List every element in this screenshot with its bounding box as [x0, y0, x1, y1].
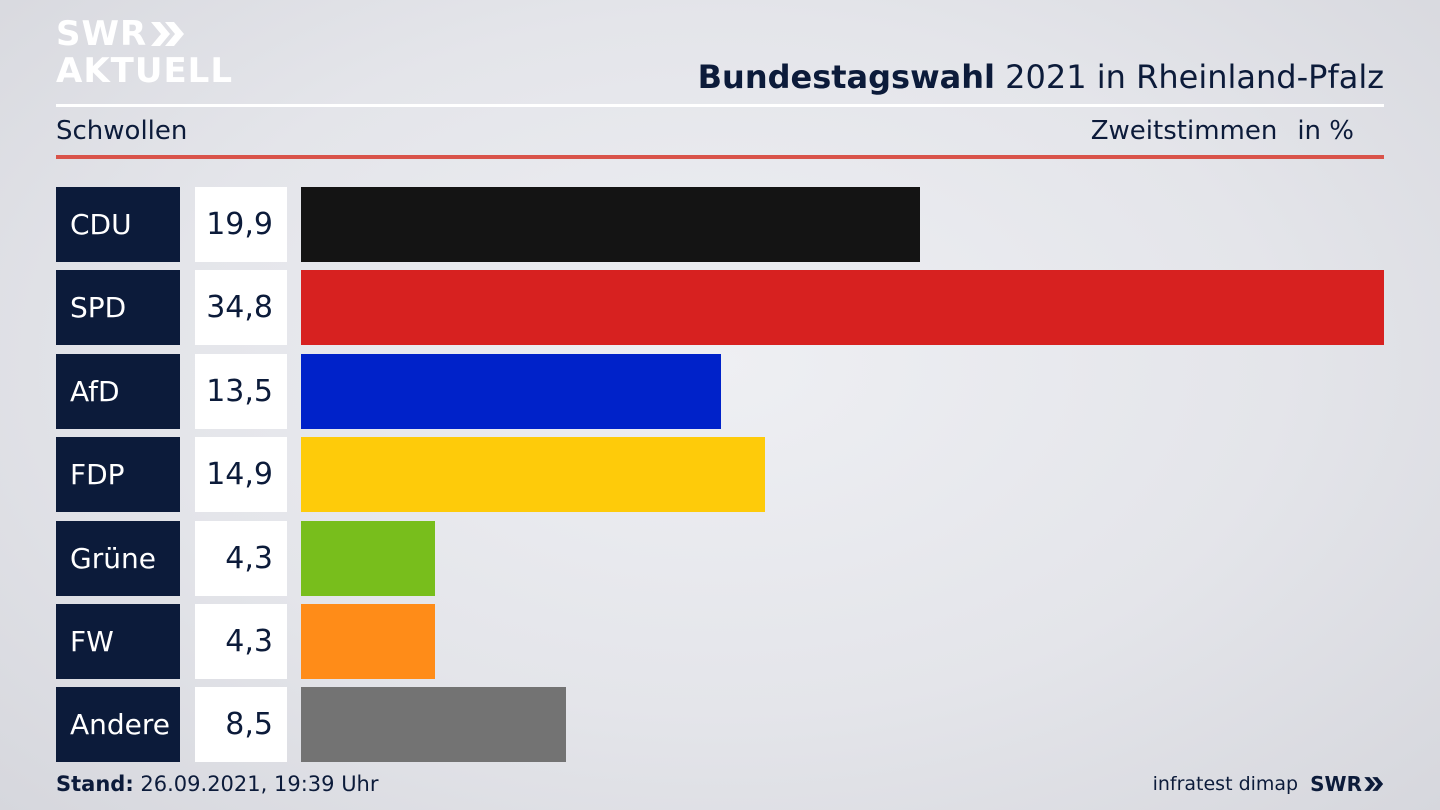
party-label: FDP — [56, 437, 180, 513]
bar — [301, 270, 1384, 346]
title-rest: 2021 in Rheinland-Pfalz — [1005, 58, 1384, 96]
unit-label: in % — [1297, 116, 1354, 146]
measure-label-group: Zweitstimmen in % — [1091, 116, 1354, 146]
value-label: 4,3 — [195, 604, 287, 679]
logo-line-2: AKTUELL — [56, 51, 234, 91]
measure-label: Zweitstimmen — [1090, 116, 1278, 146]
bar — [301, 520, 435, 596]
bar-row: Andere 8,5 — [56, 687, 1384, 763]
small-double-chevron-icon — [1364, 777, 1384, 791]
header-divider — [56, 104, 1384, 107]
party-label: Grüne — [56, 520, 180, 596]
value-label: 14,9 — [195, 437, 287, 513]
bar — [301, 353, 721, 429]
bar — [301, 437, 765, 513]
swr-aktuell-logo: SWR AKTUELL — [56, 16, 233, 88]
bar-row: FDP 14,9 — [56, 437, 1384, 513]
timestamp: Stand: 26.09.2021, 19:39 Uhr — [56, 772, 379, 796]
value-label: 19,9 — [195, 187, 287, 262]
brand-label: SWR — [1310, 772, 1362, 796]
party-label: SPD — [56, 270, 180, 346]
bar — [301, 604, 435, 679]
title-bold: Bundestagswahl — [697, 58, 995, 96]
bar — [301, 187, 920, 262]
stand-value: 26.09.2021, 19:39 Uhr — [140, 772, 379, 796]
party-label: Andere — [56, 687, 180, 763]
source-credit: infratest dimap SWR — [1153, 772, 1384, 796]
bar-row: CDU 19,9 — [56, 187, 1384, 262]
double-chevron-icon — [151, 20, 185, 48]
source-label: infratest dimap — [1152, 773, 1299, 795]
value-label: 4,3 — [195, 520, 287, 596]
bar-row: Grüne 4,3 — [56, 520, 1384, 596]
accent-divider — [56, 155, 1384, 159]
bar — [301, 687, 566, 763]
swr-small-logo: SWR — [1310, 772, 1384, 796]
bar-row: SPD 34,8 — [56, 270, 1384, 346]
party-label: AfD — [56, 353, 180, 429]
party-label: CDU — [56, 187, 180, 262]
value-label: 8,5 — [195, 687, 287, 763]
party-label: FW — [56, 604, 180, 679]
region-label: Schwollen — [56, 116, 188, 146]
bar-row: FW 4,3 — [56, 604, 1384, 679]
bar-row: AfD 13,5 — [56, 353, 1384, 429]
value-label: 34,8 — [195, 270, 287, 346]
value-label: 13,5 — [195, 353, 287, 429]
stand-label: Stand: — [56, 772, 134, 796]
page-title: Bundestagswahl 2021 in Rheinland-Pfalz — [698, 58, 1384, 96]
logo-line-1: SWR — [56, 14, 148, 54]
